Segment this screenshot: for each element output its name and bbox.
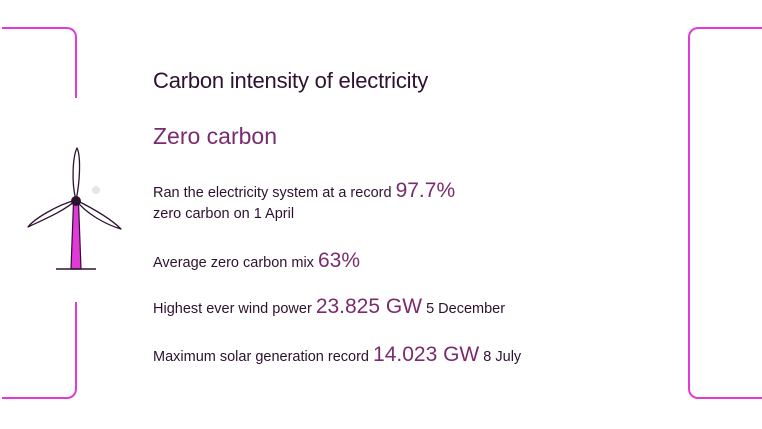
stat-prefix: Average zero carbon mix <box>153 255 314 271</box>
stat-value: 14.023 GW <box>373 343 480 366</box>
stat-prefix: Ran the electricity system at a record <box>153 185 392 201</box>
stat-suffix: zero carbon on 1 April <box>153 206 295 222</box>
wind-turbine-icon <box>27 147 122 270</box>
stat-suffix: 8 July <box>483 349 522 365</box>
stat-record-zero-carbon-suffix: zero carbon on 1 April <box>153 205 294 224</box>
stat-record-zero-carbon: Ran the electricity system at a record 9… <box>153 177 455 204</box>
stat-highest-wind-power: Highest ever wind power 23.825 GW 5 Dece… <box>153 293 505 320</box>
section-subtitle: Zero carbon <box>153 123 278 149</box>
stat-value: 97.7% <box>395 179 456 202</box>
page-title: Carbon intensity of electricity <box>153 68 429 93</box>
stat-value: 63% <box>317 249 360 272</box>
decorative-frame-right <box>688 27 762 399</box>
stat-average-zero-carbon-mix: Average zero carbon mix 63% <box>153 247 360 274</box>
stat-prefix: Highest ever wind power <box>153 301 312 317</box>
stat-max-solar-generation: Maximum solar generation record 14.023 G… <box>153 341 521 368</box>
stat-suffix: 5 December <box>426 301 506 317</box>
stat-value: 23.825 GW <box>315 295 423 318</box>
stat-prefix: Maximum solar generation record <box>153 349 369 365</box>
